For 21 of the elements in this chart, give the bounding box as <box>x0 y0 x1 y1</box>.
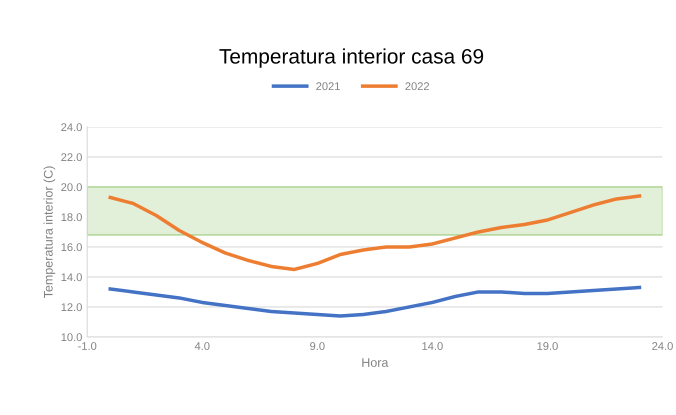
y-axis-title: Temperatura interior (C) <box>44 166 56 298</box>
x-tick-label: 9.0 <box>310 342 325 350</box>
x-tick-label: -1.0 <box>78 342 96 350</box>
y-tick-label: 18.0 <box>62 213 82 222</box>
y-tick-label: 14.0 <box>62 273 82 282</box>
y-tick-label: 12.0 <box>62 303 82 312</box>
x-tick-label: 19.0 <box>537 342 558 350</box>
legend-label: 2022 <box>405 82 430 90</box>
x-tick-label: 4.0 <box>194 342 210 350</box>
y-tick-label: 16.0 <box>62 243 82 252</box>
legend-label: 2021 <box>316 82 340 90</box>
chart-title: Temperatura interior casa 69 <box>219 48 484 68</box>
y-tick-label: 22.0 <box>61 153 82 162</box>
x-tick-label: 24.0 <box>652 342 673 350</box>
x-axis-title: Hora <box>362 358 388 367</box>
y-tick-label: 24.0 <box>61 123 82 132</box>
y-tick-label: 20.0 <box>61 183 82 192</box>
x-tick-label: 14.0 <box>422 342 443 350</box>
line-series <box>108 286 642 318</box>
line-series <box>108 194 642 272</box>
y-tick-label: 10.0 <box>62 333 82 342</box>
